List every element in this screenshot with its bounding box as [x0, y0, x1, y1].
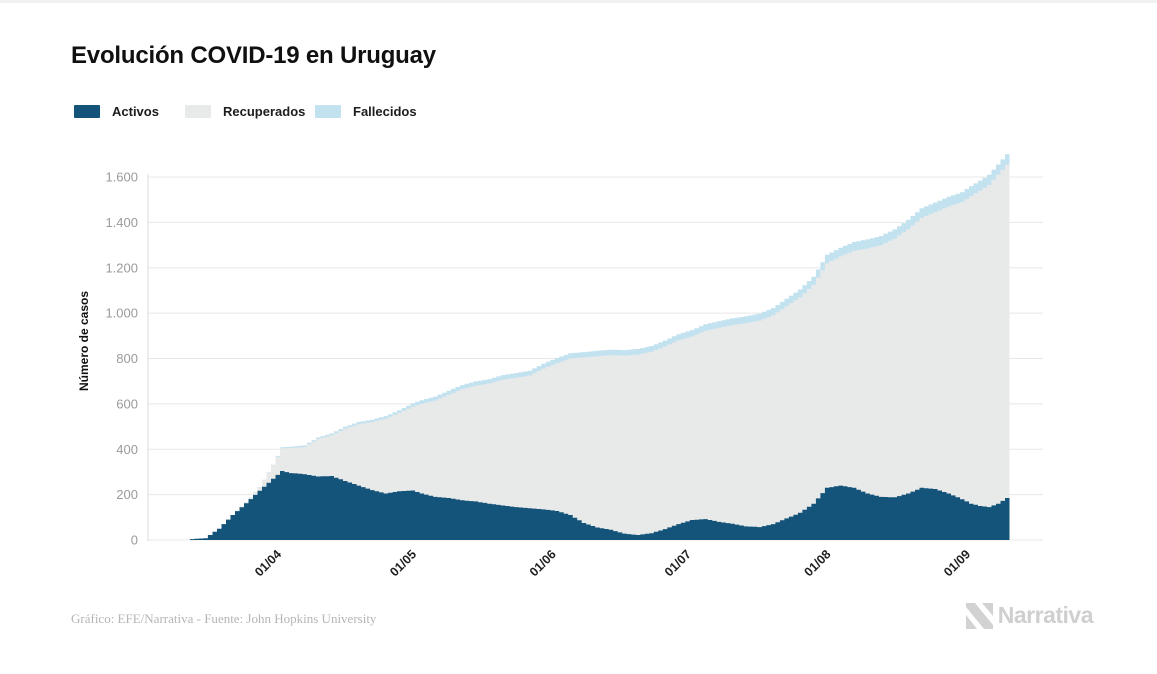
legend-item-recuperados: Recuperados: [185, 104, 305, 119]
legend-swatch-recuperados: [185, 105, 211, 118]
svg-text:400: 400: [116, 442, 138, 457]
area-recuperados: [189, 164, 1010, 540]
svg-text:01/07: 01/07: [662, 547, 694, 579]
narrativa-logo-icon: [965, 602, 993, 629]
narrativa-logo-text: Narrativa: [997, 602, 1094, 628]
legend-label-activos: Activos: [112, 104, 159, 119]
svg-text:01/09: 01/09: [941, 547, 973, 579]
stacked-areas: [189, 154, 1010, 541]
svg-text:01/04: 01/04: [252, 547, 284, 579]
svg-text:1.000: 1.000: [105, 306, 138, 321]
legend-item-activos: Activos: [74, 104, 159, 119]
svg-text:1.600: 1.600: [105, 170, 138, 185]
page-title: Evolución COVID-19 en Uruguay: [71, 42, 436, 69]
legend-label-fallecidos: Fallecidos: [353, 104, 417, 119]
y-tick-labels: 0 200 400 600 800 1.000 1.200 1.400 1.600: [105, 170, 138, 548]
top-border: [0, 0, 1157, 3]
footer-credit: Gráfico: EFE/Narrativa - Fuente: John Ho…: [71, 611, 377, 626]
y-axis-title: Número de casos: [77, 291, 91, 391]
x-tick-labels: 01/04 01/05 01/06 01/07 01/08 01/09: [252, 547, 973, 579]
svg-text:1.200: 1.200: [105, 260, 138, 275]
area-activos: [189, 471, 1010, 540]
legend-label-recuperados: Recuperados: [223, 104, 306, 119]
svg-text:01/06: 01/06: [527, 547, 559, 579]
svg-text:01/05: 01/05: [387, 547, 419, 579]
legend-item-fallecidos: Fallecidos: [315, 104, 417, 119]
svg-text:600: 600: [116, 396, 138, 411]
svg-text:1.400: 1.400: [105, 215, 138, 230]
svg-text:800: 800: [116, 351, 138, 366]
narrativa-logo: Narrativa: [965, 602, 1094, 629]
legend-swatch-fallecidos: [315, 105, 341, 118]
svg-text:01/08: 01/08: [802, 547, 834, 579]
chart-legend: Activos Recuperados Fallecidos: [0, 104, 1157, 122]
svg-text:0: 0: [131, 533, 138, 548]
svg-text:200: 200: [116, 487, 138, 502]
legend-swatch-activos: [74, 105, 100, 118]
